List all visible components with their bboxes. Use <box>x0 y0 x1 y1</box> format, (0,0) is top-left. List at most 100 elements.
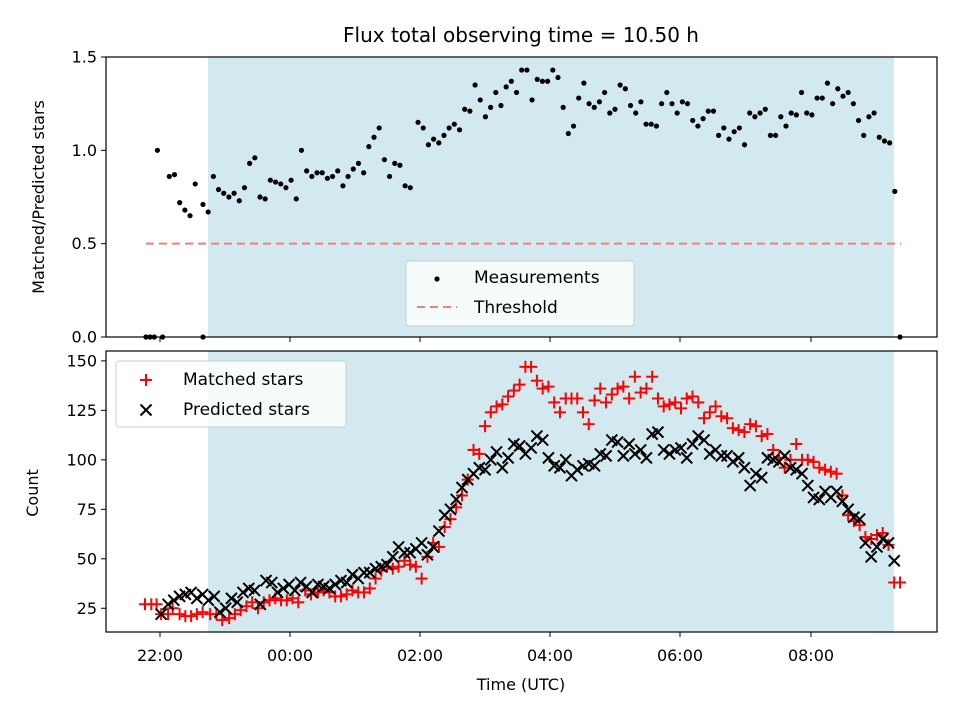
matched-star-point <box>381 560 394 573</box>
predicted-star-point <box>305 586 319 599</box>
measurement-point <box>425 142 432 148</box>
matched-star-point <box>744 418 757 431</box>
predicted-star-stroke-b <box>761 451 774 465</box>
matched-star-point <box>732 424 745 437</box>
measurement-point <box>319 170 325 176</box>
measurement-point <box>241 185 248 191</box>
matched-star-point <box>623 392 636 405</box>
matched-star-point <box>369 572 382 585</box>
predicted-star-stroke-b <box>640 451 653 465</box>
measurement-point <box>524 67 530 73</box>
measurement-point <box>783 123 789 129</box>
measurement-point <box>355 160 362 166</box>
measurement-point <box>376 125 382 131</box>
predicted-star-point <box>703 447 717 461</box>
matched-star-point <box>386 562 399 575</box>
measurement-point <box>252 155 258 161</box>
x-tick-label: 06:00 <box>657 646 703 665</box>
legend-threshold-label: Threshold <box>473 298 558 318</box>
measurement-point <box>278 181 284 187</box>
predicted-star-point <box>265 576 279 589</box>
predicted-star-point <box>432 524 446 538</box>
predicted-star-stroke-b <box>715 449 728 463</box>
measurement-point <box>539 78 546 84</box>
predicted-star-point <box>749 467 763 480</box>
measurement-point <box>304 168 310 174</box>
matched-star-point <box>542 380 555 393</box>
predicted-star-point <box>599 449 613 463</box>
predicted-star-point <box>328 578 342 591</box>
predicted-star-point <box>640 451 653 465</box>
matched-star-point <box>801 453 814 466</box>
predicted-star-point <box>386 550 400 564</box>
predicted-star-point <box>680 451 693 465</box>
measurement-point <box>596 99 603 105</box>
matched-star-point <box>807 455 820 468</box>
matched-star-point <box>190 608 203 621</box>
predicted-star-stroke-b <box>524 441 538 455</box>
measurement-point <box>513 89 520 96</box>
measurement-point <box>257 194 263 200</box>
predicted-star-stroke-b <box>490 445 503 459</box>
predicted-star-point <box>870 540 884 554</box>
predicted-star-stroke-b <box>703 447 717 461</box>
predicted-star-point <box>450 493 463 506</box>
matched-star-point <box>334 590 347 603</box>
predicted-star-stroke-b <box>432 524 446 538</box>
measurement-point <box>534 76 540 82</box>
predicted-star-point <box>357 566 371 579</box>
predicted-star-point <box>697 433 711 447</box>
measurement-point <box>477 97 483 103</box>
measurement-point <box>309 173 315 180</box>
predicted-star-point <box>154 607 168 621</box>
bottom-legend: Matched stars Predicted stars <box>115 360 347 428</box>
matched-star-point <box>819 463 832 476</box>
predicted-star-point <box>484 453 498 467</box>
predicted-star-stroke-b <box>501 451 515 465</box>
measurement-point <box>767 132 774 138</box>
matched-star-point <box>657 400 670 413</box>
predicted-star-point <box>882 536 895 550</box>
top-y-axis-label: Matched/Predicted stars <box>29 100 48 294</box>
measurement-point <box>402 183 408 189</box>
measurement-point <box>731 129 737 135</box>
measurement-point <box>371 134 377 140</box>
predicted-star-point <box>167 594 181 607</box>
measurement-point <box>236 198 242 204</box>
measurement-point <box>262 196 268 202</box>
predicted-star-stroke-b <box>202 594 215 607</box>
predicted-star-point <box>859 536 872 550</box>
measurement-point <box>361 170 367 176</box>
predicted-star-stroke-b <box>841 503 855 516</box>
predicted-star-point <box>795 467 809 480</box>
measurement-point <box>272 179 279 185</box>
measurement-point <box>840 93 846 99</box>
predicted-star-point <box>836 495 849 508</box>
bottom-y-tick-label: 125 <box>66 401 97 420</box>
matched-star-point <box>525 360 538 373</box>
predicted-star-point <box>853 512 866 526</box>
predicted-star-stroke-b <box>305 586 319 599</box>
measurement-point <box>617 82 623 88</box>
predicted-star-stroke-b <box>605 433 619 447</box>
predicted-star-stroke-b <box>363 566 376 579</box>
measurement-point <box>773 132 779 138</box>
matched-star-point <box>605 388 618 401</box>
bottom-y-axis-label: Count <box>23 469 42 517</box>
predicted-star-stroke-b <box>622 437 636 451</box>
measurement-point <box>182 207 188 213</box>
predicted-star-stroke-b <box>795 467 809 480</box>
predicted-star-point <box>743 479 757 492</box>
predicted-star-stroke-b <box>380 558 394 571</box>
predicted-star-stroke-b <box>818 485 832 498</box>
measurement-point <box>529 97 535 103</box>
predicted-star-point <box>622 437 636 451</box>
measurement-point <box>498 102 504 109</box>
x-axis-label: Time (UTC) <box>476 675 565 694</box>
predicted-star-point <box>553 461 567 474</box>
predicted-star-stroke-b <box>634 443 647 457</box>
matched-star-point <box>778 461 791 474</box>
predicted-star-point <box>634 443 647 457</box>
measurement-point <box>247 160 253 166</box>
matched-star-point <box>836 489 849 502</box>
